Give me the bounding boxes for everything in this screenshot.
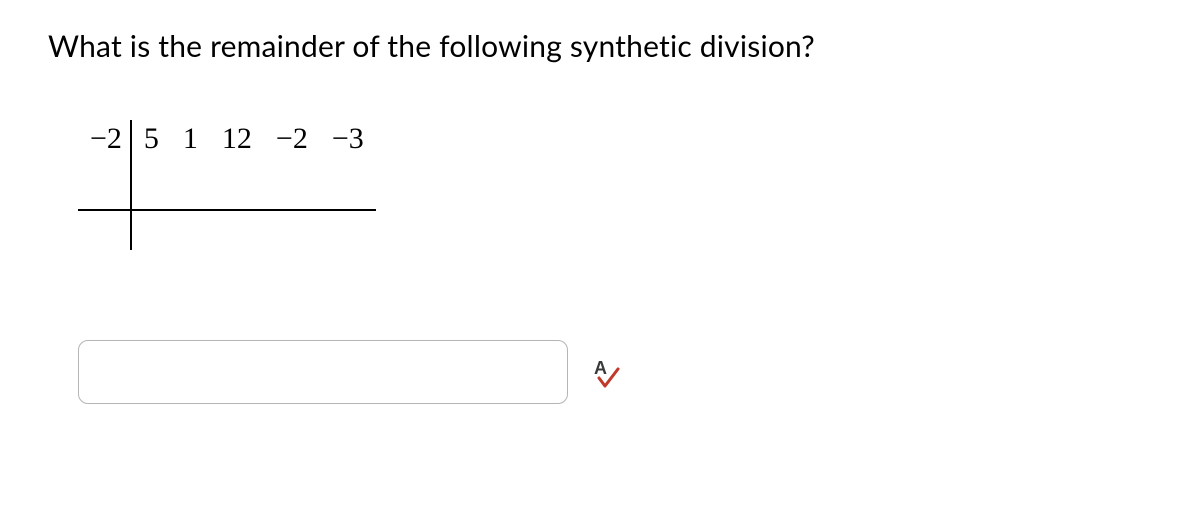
result-cell <box>264 210 320 250</box>
answer-input[interactable] <box>78 340 568 404</box>
answer-row: A <box>78 340 1152 404</box>
work-cell <box>210 158 264 210</box>
equation-editor-button[interactable]: A <box>588 356 620 388</box>
coef-1: 1 <box>171 120 210 158</box>
work-cell <box>320 158 376 210</box>
working-row <box>78 158 376 210</box>
equation-editor-icon: A <box>588 356 620 388</box>
synthetic-division-table: −2 5 1 12 −2 −3 <box>78 120 376 250</box>
result-spacer <box>78 210 131 250</box>
result-cell <box>171 210 210 250</box>
coef-4: −3 <box>320 120 376 158</box>
result-cell <box>210 210 264 250</box>
divisor-spacer <box>78 158 131 210</box>
coef-2: 12 <box>210 120 264 158</box>
result-cell <box>320 210 376 250</box>
work-cell <box>264 158 320 210</box>
synthetic-division: −2 5 1 12 −2 −3 <box>78 120 1152 250</box>
coefficient-row: −2 5 1 12 −2 −3 <box>78 120 376 158</box>
divisor-cell: −2 <box>78 120 131 158</box>
svg-text:A: A <box>594 358 607 378</box>
work-cell <box>171 158 210 210</box>
coef-0: 5 <box>131 120 171 158</box>
coef-3: −2 <box>264 120 320 158</box>
result-cell <box>131 210 171 250</box>
result-row <box>78 210 376 250</box>
question-text: What is the remainder of the following s… <box>48 28 1152 64</box>
work-cell <box>131 158 171 210</box>
